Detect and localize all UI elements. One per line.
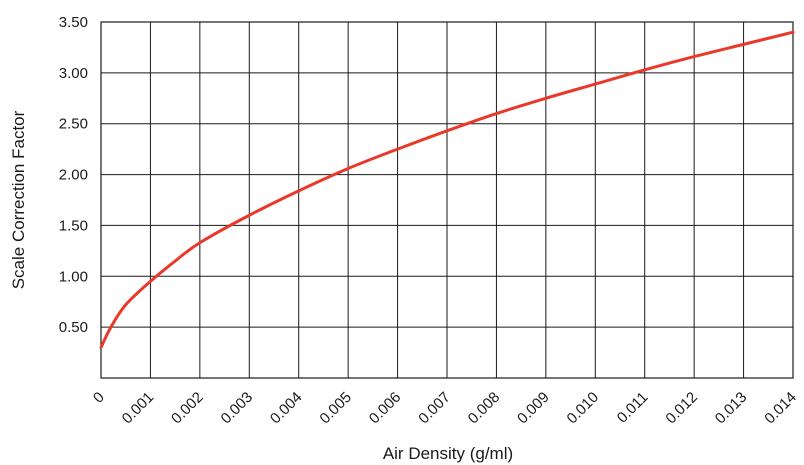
x-axis-ticks: 0 0.001 0.002 0.003 0.004 0.005 0.006 0.007 0.00… <box>90 389 800 428</box>
grid-lines <box>100 21 794 379</box>
x-tick-label: 0.001 <box>119 389 158 428</box>
x-tick-label: 0.003 <box>218 389 257 428</box>
y-axis-title: Scale Correction Factor <box>9 110 28 289</box>
x-tick-label: 0.009 <box>514 389 553 428</box>
x-tick-label: 0.014 <box>761 389 800 428</box>
x-tick-label: 0.002 <box>168 389 207 428</box>
x-tick-label: 0.011 <box>614 389 652 427</box>
y-tick-label: 3.00 <box>59 65 88 82</box>
y-tick-label: 2.50 <box>59 116 88 133</box>
x-tick-label: 0 <box>90 389 108 407</box>
x-tick-label: 0.013 <box>712 389 751 428</box>
x-tick-label: 0.010 <box>564 389 603 428</box>
x-tick-label: 0.008 <box>465 389 504 428</box>
y-tick-label: 0.50 <box>59 319 88 336</box>
y-tick-label: 1.00 <box>59 268 88 285</box>
plot-frame <box>100 21 794 379</box>
x-tick-label: 0.006 <box>366 389 405 428</box>
series-layer <box>99 30 795 349</box>
x-axis-title: Air Density (g/ml) <box>383 444 513 463</box>
y-axis-ticks: 0.50 1.00 1.50 2.00 2.50 3.00 3.50 <box>59 14 88 336</box>
x-tick-label: 0.004 <box>267 389 306 428</box>
x-tick-label: 0.007 <box>415 389 454 428</box>
series-line <box>99 30 795 349</box>
x-tick-label: 0.012 <box>662 389 701 428</box>
y-tick-label: 2.00 <box>59 167 88 184</box>
y-tick-label: 3.50 <box>59 14 88 31</box>
y-tick-label: 1.50 <box>59 217 88 234</box>
x-tick-label: 0.005 <box>316 389 355 428</box>
